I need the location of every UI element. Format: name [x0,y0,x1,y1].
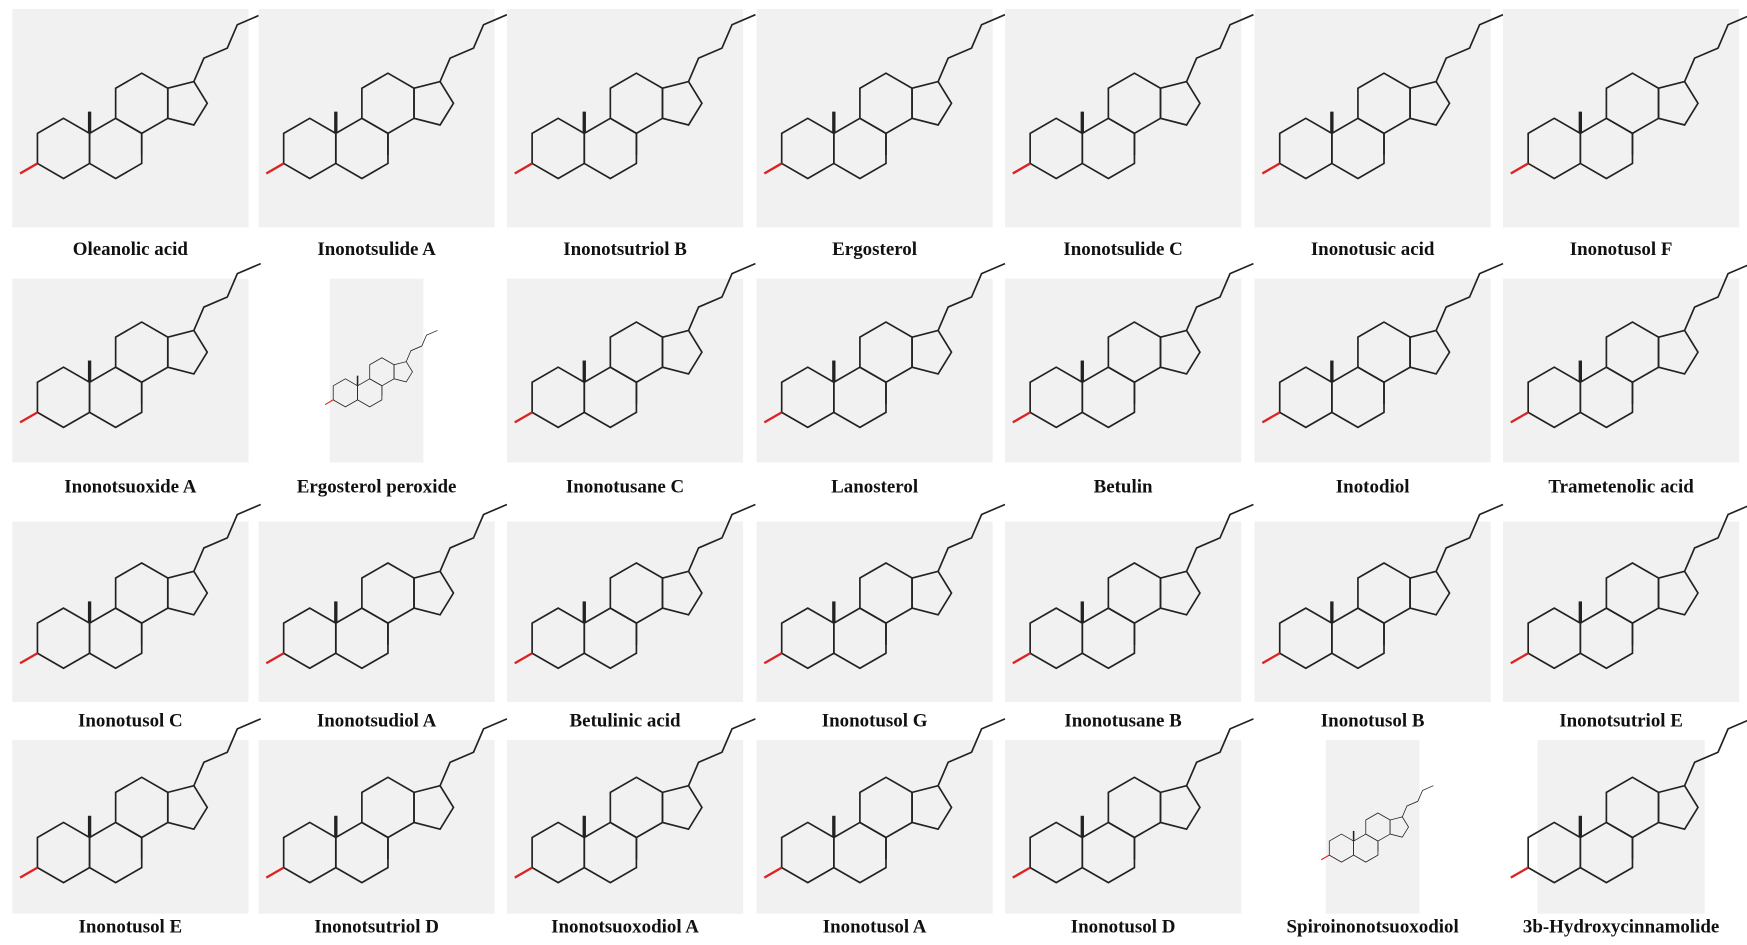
compound-name: Inonotsuoxodiol A [551,917,699,938]
page: Oleanolic acid Inonotsulide A Inonotsutrio… [0,0,1747,945]
structure-panel [507,740,743,914]
compound-name: 3b-Hydroxycinnamolide [1523,917,1719,938]
compound-name: Lanosterol [831,476,918,497]
structure-panel [258,9,494,227]
structure-panel [258,522,494,702]
structure-panel [1005,522,1241,702]
compound-name: Inonotusol C [78,710,183,731]
compound-name: Ergosterol [832,239,917,260]
structure-panel [1005,740,1241,914]
compound-name: Inonotusol E [79,917,183,938]
structure-panel [1255,9,1491,227]
compound-name: Inonotsutriol D [314,917,439,938]
compound-name: Ergosterol peroxide [297,476,457,497]
structure-panel [1503,9,1739,227]
compound-name: Inonotusol F [1570,239,1673,260]
structure-panel [258,740,494,914]
structure-panel [12,279,248,463]
figure: Oleanolic acid Inonotsulide A Inonotsutrio… [0,0,1747,945]
compound-name: Inonotsudiol A [317,710,437,731]
compound-name: Oleanolic acid [73,239,189,260]
structure-panel [1503,522,1739,702]
structure-panel [1005,9,1241,227]
structure-panel [507,522,743,702]
structure-panel [12,522,248,702]
compound-name: Inonotusol A [823,917,927,938]
compound-name: Inonotusol D [1071,917,1176,938]
compound-name: Inonotsulide A [317,239,436,260]
structure-panel [1255,522,1491,702]
structure-panel [1255,279,1491,463]
structure-panel [507,9,743,227]
structure-panel [1503,279,1739,463]
structure-panel [757,279,993,463]
compound-name: Inonotsulide C [1063,239,1182,260]
compound-name: Inotodiol [1336,476,1410,497]
structure-panel [757,9,993,227]
compound-name: Inonotusane C [566,476,684,497]
compound-name: Inonotusol G [822,710,928,731]
compound-name: Trametenolic acid [1548,476,1694,497]
compound-name: Inonotsutriol E [1559,710,1683,731]
compound-name: Inonotusane B [1064,710,1182,731]
structure-panel [12,740,248,914]
compound-name: Inonotsuoxide A [64,476,196,497]
compound-name: Betulinic acid [570,710,681,731]
structure-panel [1005,279,1241,463]
structure-panel [12,9,248,227]
compound-name: Inonotsutriol B [563,239,687,260]
structure-panel [757,740,993,914]
structure-panel [1326,740,1420,914]
compound-name: Betulin [1094,476,1153,497]
compound-name: Spiroinonotsuoxodiol [1287,917,1459,938]
structure-panel [757,522,993,702]
compound-name: Inonotusic acid [1311,239,1435,260]
compound-name: Inonotusol B [1321,710,1425,731]
structure-panel [507,279,743,463]
structure-panel [330,279,424,463]
